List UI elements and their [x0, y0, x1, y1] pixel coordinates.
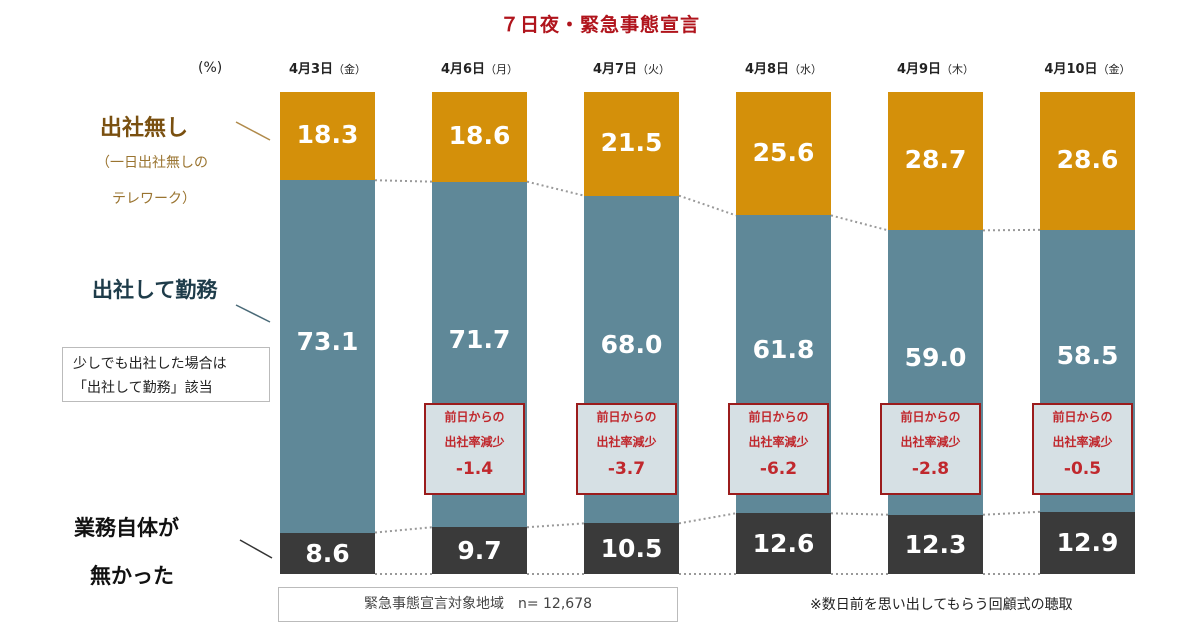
legend-no-office: 出社無し: [100, 116, 189, 141]
data-label: 25.6: [752, 137, 815, 167]
bar-segment-no-work: 9.7: [432, 527, 527, 574]
tick-date: 4月6日: [440, 62, 486, 77]
callout-label: 出社率減少: [900, 435, 961, 449]
data-label: 73.1: [296, 326, 359, 356]
bar-segment-no-work: 10.5: [584, 523, 679, 574]
data-label: 21.5: [600, 127, 663, 157]
data-label: 12.9: [1056, 528, 1119, 558]
bar-segment-no-office: 25.6: [736, 92, 831, 216]
callout-label: 出社率減少: [748, 435, 809, 449]
data-label: 61.8: [752, 334, 815, 364]
tick-weekday: （金）: [1097, 63, 1131, 76]
change-value: -2.8: [911, 459, 950, 479]
tick-weekday: （月）: [485, 63, 519, 76]
dotted-connector: [526, 522, 585, 529]
callout-label: 前日からの: [444, 410, 505, 424]
callout-label: 出社率減少: [1052, 435, 1113, 449]
legend-leader-office: [235, 304, 271, 323]
x-tick-label: 4月9日（木）: [871, 58, 1001, 77]
data-label: 9.7: [457, 536, 502, 566]
tick-weekday: （水）: [789, 63, 823, 76]
tick-date: 4月10日: [1044, 62, 1098, 77]
legend-no-office-sub1: （一日出社無しの: [96, 155, 208, 171]
x-tick-label: 4月6日（月）: [415, 58, 545, 77]
change-callout: 前日からの出社率減少 -3.7: [576, 403, 677, 495]
change-value: -0.5: [1063, 459, 1102, 479]
data-label: 68.0: [600, 330, 663, 359]
callout-label: 前日からの: [596, 410, 657, 424]
data-label: 10.5: [600, 534, 663, 564]
data-label: 28.6: [1056, 144, 1119, 174]
legend-no-work-1: 業務自体が: [74, 516, 179, 540]
x-tick-label: 4月8日（水）: [719, 58, 849, 77]
note-line1: 少しでも出社した場合は: [73, 356, 227, 372]
data-label: 28.7: [904, 145, 967, 175]
data-label: 12.3: [904, 529, 967, 559]
data-label: 59.0: [904, 343, 967, 373]
dotted-connector: [830, 214, 889, 232]
change-callout: 前日からの出社率減少 -2.8: [880, 403, 981, 495]
bar-segment-no-office: 28.7: [888, 92, 983, 231]
bar-segment-office: 73.1: [280, 180, 375, 533]
tick-date: 4月7日: [592, 62, 638, 77]
callout-label: 出社率減少: [444, 435, 505, 449]
legend-no-office-sub2: テレワーク）: [112, 191, 196, 207]
bar-segment-no-work: 8.6: [280, 532, 375, 574]
legend-no-work-2: 無かった: [90, 564, 174, 588]
x-tick-label: 4月3日（金）: [263, 58, 393, 77]
tick-date: 4月3日: [288, 62, 334, 77]
callout-label: 前日からの: [748, 410, 809, 424]
legend-leader-no-office: [235, 121, 271, 141]
data-label: 12.6: [752, 529, 815, 559]
data-label: 71.7: [448, 324, 511, 354]
footnote: ※数日前を思い出してもらう回顧式の聴取: [810, 597, 1073, 613]
sample-info: 緊急事態宣言対象地域 n= 12,678: [278, 587, 678, 622]
data-label: 58.5: [1056, 341, 1119, 371]
bar-segment-no-work: 12.9: [1040, 511, 1135, 574]
dotted-connector: [678, 194, 737, 217]
change-callout: 前日からの出社率減少 -0.5: [1032, 403, 1133, 495]
tick-weekday: （木）: [941, 63, 975, 76]
bar-segment-no-office: 28.6: [1040, 92, 1135, 230]
chart-title: ７日夜・緊急事態宣言: [499, 14, 700, 36]
dotted-connector: [830, 512, 889, 516]
callout-label: 前日からの: [900, 410, 961, 424]
legend-office: 出社して勤務: [92, 278, 218, 302]
x-tick-label: 4月7日（火）: [567, 58, 697, 77]
note-box: 少しでも出社した場合は 「出社して勤務」該当: [62, 347, 270, 402]
data-label: 18.3: [296, 120, 359, 150]
dotted-connector: [374, 526, 433, 534]
change-value: -1.4: [455, 459, 494, 479]
dotted-connector: [982, 510, 1041, 516]
bar-segment-no-office: 18.3: [280, 92, 375, 181]
change-value: -3.7: [607, 459, 646, 479]
x-tick-label: 4月10日（金）: [1023, 58, 1153, 77]
change-callout: 前日からの出社率減少 -6.2: [728, 403, 829, 495]
tick-weekday: （金）: [333, 63, 367, 76]
bar-segment-no-office: 18.6: [432, 92, 527, 182]
bar-segment-no-work: 12.6: [736, 513, 831, 574]
bar-segment-no-office: 21.5: [584, 92, 679, 196]
tick-weekday: （火）: [637, 63, 671, 76]
bar-segment-no-work: 12.3: [888, 514, 983, 574]
note-line2: 「出社して勤務」該当: [73, 380, 213, 396]
data-label: 18.6: [448, 120, 511, 150]
dotted-connector: [526, 180, 585, 197]
change-callout: 前日からの出社率減少 -1.4: [424, 403, 525, 495]
change-value: -6.2: [759, 459, 798, 479]
dotted-connector: [374, 179, 433, 183]
data-label: 8.6: [305, 538, 350, 568]
callout-label: 出社率減少: [596, 435, 657, 449]
tick-date: 4月9日: [896, 62, 942, 77]
callout-label: 前日からの: [1052, 410, 1113, 424]
unit-label: (%): [198, 60, 223, 76]
tick-date: 4月8日: [744, 62, 790, 77]
dotted-connector: [678, 512, 737, 525]
legend-leader-no-work: [239, 539, 273, 559]
